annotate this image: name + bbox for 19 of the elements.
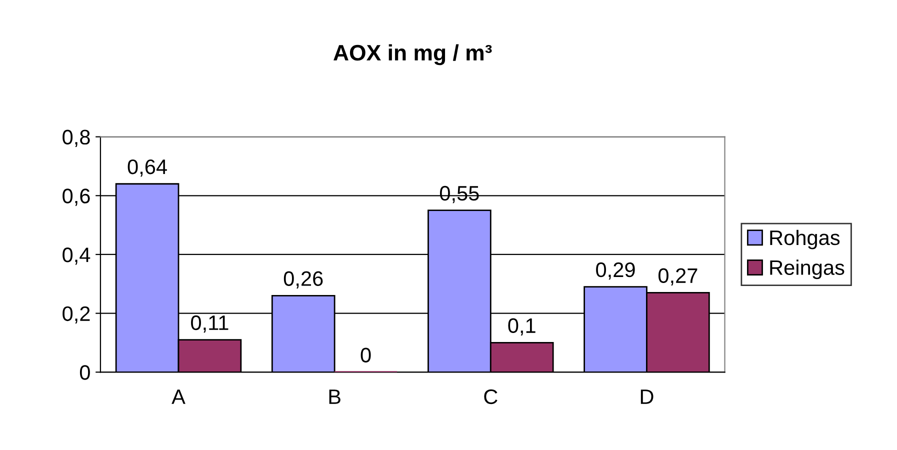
data-label: 0,1	[508, 318, 536, 336]
chart-title: AOX in mg / m³	[334, 44, 492, 66]
x-tick-label: D	[640, 390, 654, 404]
y-tick-label: 0,2	[62, 306, 90, 324]
x-tick-label: A	[172, 390, 186, 404]
legend-label: Rohgas	[770, 230, 840, 250]
data-label: 0,29	[596, 262, 635, 280]
data-label: 0,11	[191, 315, 228, 333]
y-tick-label: 0,4	[62, 247, 90, 265]
x-tick-label: C	[484, 389, 498, 404]
data-label: 0,64	[128, 159, 167, 177]
data-label: 0,27	[658, 268, 698, 286]
data-label: 0	[360, 348, 371, 362]
y-tick-label: 0	[80, 365, 90, 380]
legend-label: Reingas	[770, 260, 844, 280]
y-tick-label: 0,6	[62, 188, 90, 206]
data-label: 0,26	[284, 271, 323, 288]
y-tick-label: 0,8	[62, 130, 90, 148]
x-tick-label: B	[329, 390, 340, 404]
